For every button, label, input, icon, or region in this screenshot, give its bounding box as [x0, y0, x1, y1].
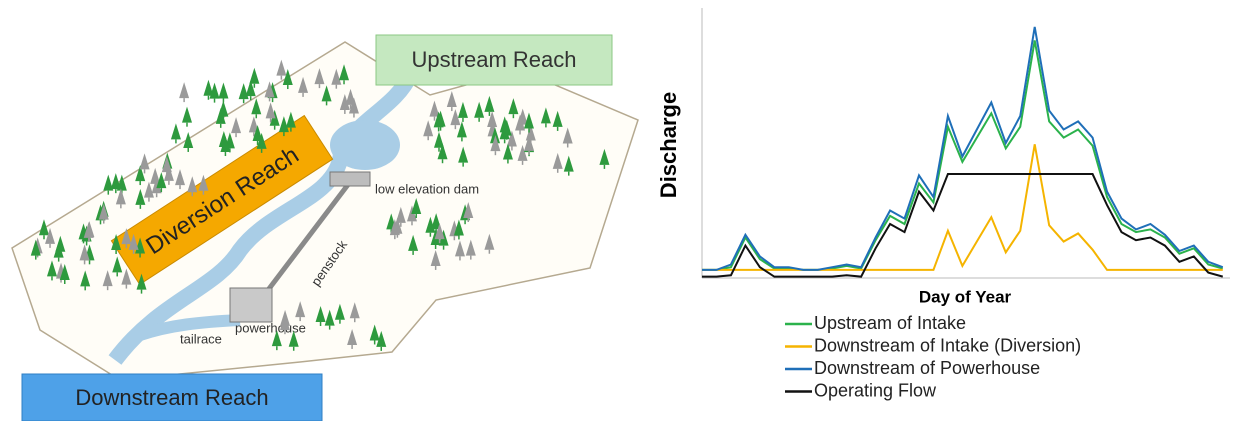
tree: [179, 82, 189, 98]
figure: Upstream Reach Diversion Reach low eleva…: [0, 0, 1239, 421]
tree: [218, 83, 228, 99]
powerhouse-label: powerhouse: [235, 320, 306, 335]
powerhouse-building: [230, 288, 272, 322]
tree: [239, 83, 249, 99]
legend-label: Operating Flow: [814, 380, 937, 400]
tree: [249, 68, 259, 84]
tree: [276, 60, 286, 76]
tree: [182, 107, 192, 123]
y-axis-label: Discharge: [656, 92, 681, 198]
dam-label: low elevation dam: [375, 181, 479, 196]
upstream-label: Upstream Reach: [411, 47, 576, 72]
downstream-label: Downstream Reach: [75, 385, 268, 410]
pond: [330, 120, 400, 170]
chart: Discharge Day of Year Upstream of Intake…: [656, 8, 1230, 400]
legend-label: Downstream of Intake (Diversion): [814, 335, 1081, 355]
legend-label: Downstream of Powerhouse: [814, 358, 1040, 378]
series-line: [702, 27, 1223, 270]
legend-label: Upstream of Intake: [814, 313, 966, 333]
page: Upstream Reach Diversion Reach low eleva…: [0, 0, 1239, 421]
x-axis-label: Day of Year: [919, 287, 1012, 306]
tree: [140, 153, 150, 169]
tailrace-label: tailrace: [180, 331, 222, 346]
tree: [203, 80, 213, 96]
dam: [330, 172, 370, 186]
tree: [171, 123, 181, 139]
